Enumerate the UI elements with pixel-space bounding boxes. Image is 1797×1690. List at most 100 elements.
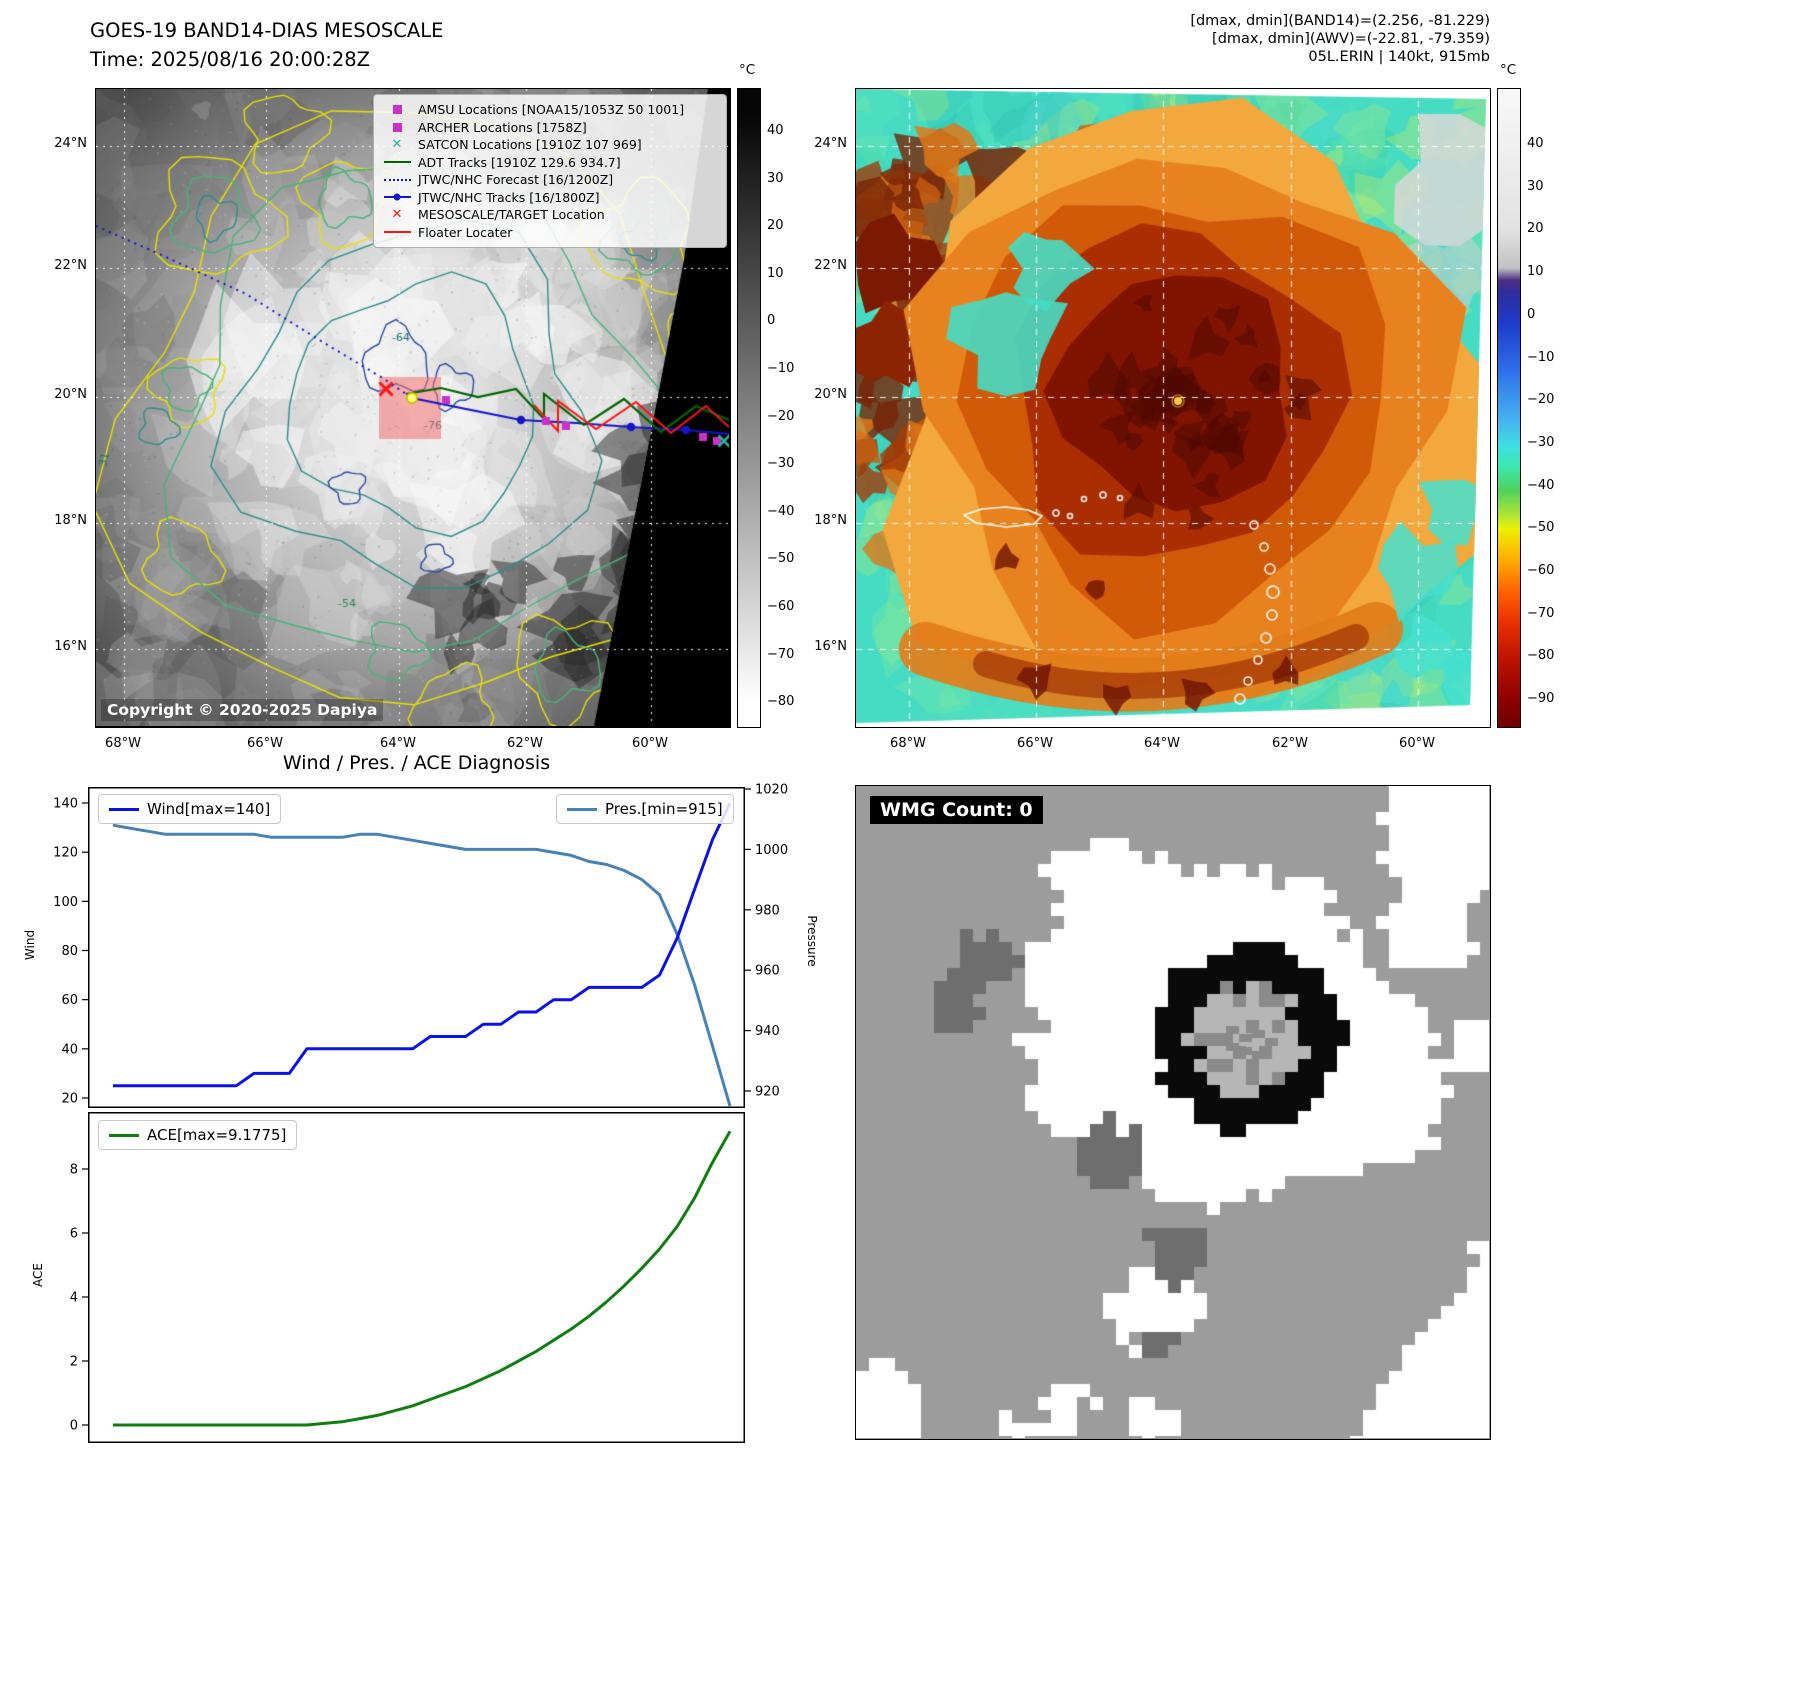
wind-legend: Wind[max=140] [98, 794, 282, 824]
lat-tick-label: 18°N [814, 513, 847, 528]
colorbar-tick-label: 10 [767, 265, 784, 281]
wmg-grid-canvas [856, 786, 1489, 1438]
svg-text:8: 8 [70, 1163, 78, 1178]
ace-legend-label: ACE[max=9.1775] [147, 1126, 287, 1144]
line-dot-legend-marker [380, 193, 414, 201]
legend-item: ✕ SATCON Locations [1910Z 107 969] [380, 136, 720, 154]
lat-tick-label: 22°N [814, 258, 847, 273]
legend-label: Floater Locater [418, 224, 513, 240]
storm-id-intensity-text: 05L.ERIN | 140kt, 915mb [1308, 49, 1490, 65]
ace-chart: 0 2 4 6 8 [70, 1112, 745, 1443]
colorbar-tick-label: −90 [1527, 691, 1555, 707]
lon-tick-label: 68°W [105, 736, 141, 751]
colorbar-tick-label: 40 [767, 123, 784, 138]
band14-time-text: Time: 2025/08/16 20:00:28Z [90, 48, 371, 71]
svg-text:20: 20 [61, 1092, 78, 1107]
svg-text:60: 60 [61, 993, 78, 1008]
legend-label: ARCHER Locations [1758Z] [418, 119, 587, 135]
ace-legend: ACE[max=9.1775] [98, 1120, 298, 1150]
lat-tick-label: 18°N [54, 513, 87, 528]
ace-axis-label: ACE [31, 1263, 45, 1287]
wind-legend-line-sample [109, 807, 139, 811]
lon-tick-label: 66°W [1017, 736, 1053, 751]
legend-label: ADT Tracks [1910Z 129.6 934.7] [418, 154, 621, 170]
band14-title-text: GOES-19 BAND14-DIAS MESOSCALE [90, 19, 444, 42]
colorbar-tick-label: −80 [767, 694, 795, 710]
colorbar-tick-label: −10 [767, 361, 795, 376]
legend-item: ARCHER Locations [1758Z] [380, 119, 720, 137]
colorbar-tick-label: 30 [767, 170, 784, 186]
svg-text:940: 940 [755, 1024, 780, 1039]
ace-legend-line-sample [109, 1133, 139, 1137]
lon-tick-label: 60°W [1399, 736, 1435, 751]
colorbar-tick-label: −10 [1527, 349, 1555, 365]
legend-label: JTWC/NHC Tracks [16/1800Z] [418, 189, 600, 205]
square-legend-marker [380, 105, 414, 115]
svg-text:960: 960 [755, 964, 780, 979]
lat-tick-label: 24°N [54, 136, 87, 151]
lon-tick-label: 60°W [632, 736, 668, 751]
lat-tick-label: 16°N [54, 639, 87, 654]
legend-label: SATCON Locations [1910Z 107 969] [418, 137, 642, 153]
square-legend-marker [380, 122, 414, 132]
awv-satellite-canvas [856, 89, 1489, 726]
legend-item: AMSU Locations [NOAA15/1053Z 50 1001] [380, 101, 720, 119]
legend-item: ADT Tracks [1910Z 129.6 934.7] [380, 154, 720, 172]
lat-tick-label: 22°N [54, 258, 87, 273]
copyright-text: Copyright © 2020-2025 Dapiya [101, 699, 384, 721]
colorbar-tick-label: 0 [1527, 306, 1536, 322]
svg-text:40: 40 [61, 1042, 78, 1057]
svg-text:1020: 1020 [755, 783, 788, 798]
colorbar-tick-label: −50 [767, 551, 795, 567]
colorbar-tick-label: −30 [1527, 434, 1555, 450]
colorbar-tick-label: −20 [1527, 392, 1555, 408]
x-legend-marker: ✕ [391, 207, 403, 223]
awv-map-panel [855, 88, 1491, 728]
wind-pressure-chart: 20 40 60 80 100 120 140 920 940 960 980 1000 1020 [53, 783, 788, 1108]
band14-panel-title: GOES-19 BAND14-DIAS MESOSCALE Time: 2025… [90, 16, 443, 74]
line-legend-marker [380, 231, 414, 234]
legend-item: JTWC/NHC Tracks [16/1800Z] [380, 189, 720, 207]
lon-tick-label: 64°W [1144, 736, 1180, 751]
colorbar-tick-label: −60 [1527, 563, 1555, 578]
lon-tick-label: 62°W [507, 736, 543, 751]
lat-tick-label: 20°N [814, 387, 847, 402]
lon-tick-label: 68°W [890, 736, 926, 751]
colorbar-tick-label: −60 [767, 599, 795, 614]
colorbar-tick-label: −80 [1527, 648, 1555, 664]
lat-tick-label: 20°N [54, 387, 87, 402]
lon-tick-label: 66°W [247, 736, 283, 751]
legend-item: ✕ MESOSCALE/TARGET Location [380, 206, 720, 224]
wind-legend-label: Wind[max=140] [147, 800, 271, 818]
colorbar-tick-label: −20 [767, 408, 795, 424]
svg-text:1000: 1000 [755, 843, 788, 858]
map-legend: AMSU Locations [NOAA15/1053Z 50 1001] ARC… [373, 94, 727, 248]
legend-item: JTWC/NHC Forecast [16/1200Z] [380, 171, 720, 189]
colorbar-tick-label: −70 [1527, 605, 1555, 621]
colorbar-tick-label: 0 [767, 313, 776, 329]
pressure-axis-label: Pressure [805, 915, 819, 967]
colorbar-tick-label: −40 [767, 503, 795, 519]
pressure-legend: Pres.[min=915] [556, 794, 734, 824]
dmax-dmin-awv-text: [dmax, dmin](AWV)=(-22.81, -79.359) [1212, 31, 1490, 47]
svg-text:980: 980 [755, 903, 780, 918]
pressure-legend-line-sample [567, 807, 597, 811]
legend-item: Floater Locater [380, 224, 720, 242]
x-legend-marker: ✕ [391, 137, 403, 153]
svg-text:6: 6 [70, 1227, 78, 1242]
svg-text:4: 4 [70, 1291, 78, 1306]
svg-text:0: 0 [70, 1419, 78, 1434]
storm-info-block: [dmax, dmin](BAND14)=(2.256, -81.229) [d… [1190, 12, 1490, 66]
svg-text:2: 2 [70, 1355, 78, 1370]
colorbar-tick-label: −40 [1527, 477, 1555, 493]
colorbar-tick-label: 40 [1527, 136, 1544, 151]
band14-colorbar-unit: °C [739, 62, 756, 78]
legend-label: MESOSCALE/TARGET Location [418, 207, 605, 223]
svg-text:120: 120 [53, 846, 78, 861]
colorbar-tick-label: 20 [767, 218, 784, 234]
wmg-panel: WMG Count: 0 [855, 785, 1491, 1440]
lat-tick-label: 16°N [814, 639, 847, 654]
wind-axis-label: Wind [23, 929, 37, 961]
svg-text:100: 100 [53, 895, 78, 910]
